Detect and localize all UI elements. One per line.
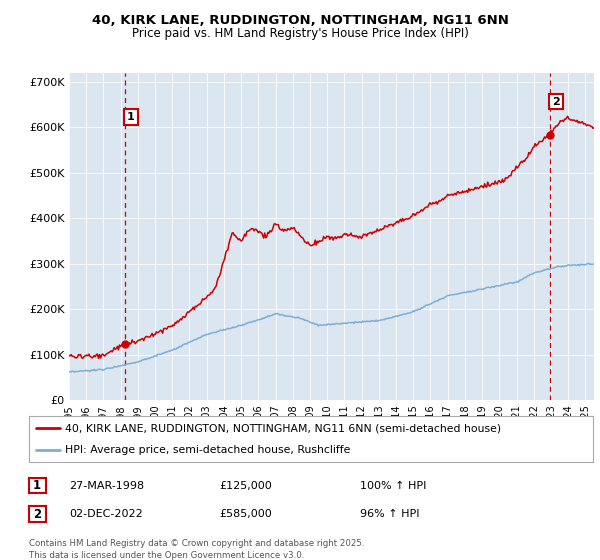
Text: 27-MAR-1998: 27-MAR-1998	[69, 480, 144, 491]
Text: 1: 1	[33, 479, 41, 492]
Text: 40, KIRK LANE, RUDDINGTON, NOTTINGHAM, NG11 6NN (semi-detached house): 40, KIRK LANE, RUDDINGTON, NOTTINGHAM, N…	[65, 423, 502, 433]
Text: 40, KIRK LANE, RUDDINGTON, NOTTINGHAM, NG11 6NN: 40, KIRK LANE, RUDDINGTON, NOTTINGHAM, N…	[92, 14, 508, 27]
Text: HPI: Average price, semi-detached house, Rushcliffe: HPI: Average price, semi-detached house,…	[65, 445, 351, 455]
Text: £585,000: £585,000	[219, 509, 272, 519]
Text: Price paid vs. HM Land Registry's House Price Index (HPI): Price paid vs. HM Land Registry's House …	[131, 27, 469, 40]
Text: Contains HM Land Registry data © Crown copyright and database right 2025.
This d: Contains HM Land Registry data © Crown c…	[29, 539, 364, 559]
Text: £125,000: £125,000	[219, 480, 272, 491]
Text: 100% ↑ HPI: 100% ↑ HPI	[360, 480, 427, 491]
Text: 1: 1	[127, 112, 135, 122]
Text: 02-DEC-2022: 02-DEC-2022	[69, 509, 143, 519]
Text: 2: 2	[33, 507, 41, 521]
Text: 96% ↑ HPI: 96% ↑ HPI	[360, 509, 419, 519]
Text: 2: 2	[552, 97, 560, 106]
